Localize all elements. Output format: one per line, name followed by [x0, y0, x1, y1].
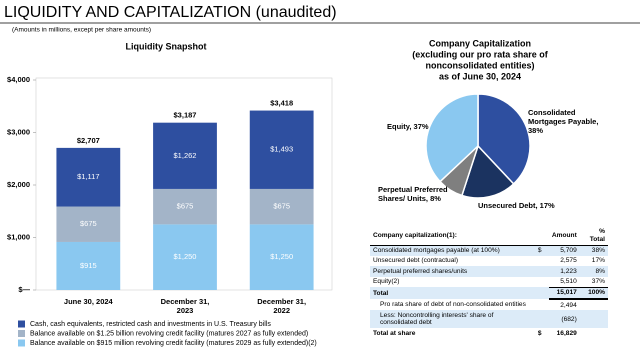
table-cell: 15,017 [548, 286, 580, 301]
table-cell: % Total [579, 227, 608, 246]
page-title: LIQUIDITY AND CAPITALIZATION (unaudited) [4, 4, 337, 21]
bar-segment [56, 241, 121, 290]
table-row: Equity(2) 5,510 37% [370, 277, 608, 288]
legend-label: Balance available on $915 million revolv… [30, 340, 317, 347]
y-tick-label: $1,000 [7, 232, 30, 241]
value-label: $1,117 [77, 172, 99, 181]
bar-segment [56, 147, 121, 207]
table-cell [535, 256, 549, 266]
table-cell: 16,829 [556, 329, 577, 337]
y-tick-label: $2,000 [7, 180, 30, 189]
total-label: $3,418 [270, 99, 293, 108]
bar-segment [249, 110, 314, 189]
table-cell [535, 299, 549, 310]
pie-slice [425, 93, 479, 183]
legend-swatch [18, 320, 25, 328]
value-label: $1,262 [174, 151, 197, 160]
table-cell [534, 227, 549, 246]
table-cell: Company capitalization(1): [370, 227, 535, 246]
table-cell [580, 328, 608, 338]
x-tick-label: December 31, 2022 [257, 297, 307, 315]
table-cell [579, 310, 608, 329]
y-tick-label: $— [18, 285, 30, 294]
table-cell: 8% [579, 266, 608, 277]
table-cell: 38% [579, 245, 608, 257]
table-cell [534, 266, 549, 277]
x-tick-label: December 31, 2023 [160, 297, 210, 315]
pie-title: (excluding our pro rata share of [412, 49, 549, 59]
table-cell: Amount [548, 227, 580, 246]
table-row: Pro rata share of debt of non-consolidat… [370, 299, 608, 310]
pie-title: nonconsolidated entities) [425, 60, 534, 70]
table-cell: Less: Noncontrolling interests' share of… [370, 310, 535, 329]
value-label: $1,493 [270, 145, 293, 154]
legend-label: Cash, cash equivalents, restricted cash … [30, 321, 271, 328]
legend-label: Balance available on $1.25 billion revol… [30, 330, 308, 337]
bar-segment [153, 188, 217, 225]
table-row: Less: Noncontrolling interests' share of… [370, 310, 608, 329]
legend-swatch [18, 330, 25, 337]
table-cell: 37% [591, 278, 605, 286]
table-row: Total at share $16,829 [370, 328, 608, 338]
bar-segment [153, 122, 217, 189]
table-cell [580, 299, 608, 310]
table-cell: Pro rata share of debt of non-consolidat… [380, 301, 526, 309]
table-cell: $ [537, 329, 542, 337]
table-cell [535, 277, 549, 288]
capitalization-table: Company capitalization(1): Amount% Total C… [370, 227, 608, 339]
table-cell: Consolidated mortgages payable (at 100%) [370, 245, 535, 257]
total-label: $2,707 [77, 136, 100, 145]
total-label: $3,187 [174, 111, 197, 120]
slice-label: Equity, 37% [387, 122, 429, 131]
value-label: $675 [177, 202, 194, 211]
x-tick-label: June 30, 2024 [63, 297, 113, 306]
y-tick-label: $3,000 [7, 127, 30, 136]
bar-segment [153, 224, 217, 290]
table-row: Company capitalization(1): Amount% Total [370, 227, 608, 246]
table-cell: $ [534, 245, 549, 257]
table-cell: 5,510 [560, 278, 577, 286]
table-cell: 2,575 [560, 257, 577, 265]
table-cell: Total [370, 287, 535, 300]
pie-slice [477, 93, 531, 185]
value-label: $675 [273, 202, 290, 211]
table-cell: 100% [579, 286, 608, 301]
table-cell: Unsecured debt (contractual) [373, 257, 459, 265]
pie-slice [460, 144, 515, 199]
table-cell: Total at share [373, 329, 416, 337]
table-row: Total 15,017 100% [370, 286, 608, 301]
slice-label: Perpetual Preferred Shares/ Units, 8% [378, 185, 448, 203]
page-subtitle: (Amounts in millions, except per share a… [12, 27, 151, 34]
table-cell: Perpetual preferred shares/units [370, 266, 535, 277]
value-label: $1,250 [270, 252, 293, 261]
y-tick-label: $4,000 [7, 75, 30, 84]
slice-label: Consolidated Mortgages Payable, 38% [528, 108, 599, 135]
table-cell: (682) [548, 310, 580, 329]
table-row: Perpetual preferred shares/units 1,223 8% [370, 266, 608, 277]
bar-segment [56, 206, 121, 242]
legend-swatch [18, 339, 25, 347]
table-row: Unsecured debt (contractual) 2,575 17% [370, 256, 608, 266]
table-cell: 1,223 [548, 266, 580, 277]
table-cell [534, 310, 549, 329]
pie-title: Company Capitalization [429, 38, 531, 48]
table-cell [534, 287, 549, 300]
table-cell: 17% [591, 257, 605, 265]
table-cell: 2,494 [560, 301, 577, 309]
value-label: $915 [80, 261, 97, 270]
table-row: Consolidated mortgages payable (at 100%)… [370, 245, 608, 257]
bar-title: Liquidity Snapshot [126, 41, 207, 51]
value-label: $1,250 [174, 252, 197, 261]
table-cell: Equity(2) [373, 278, 400, 286]
value-label: $675 [80, 219, 97, 228]
bar-segment [249, 224, 314, 290]
table-cell: 5,709 [548, 245, 580, 257]
slice-label: Unsecured Debt, 17% [478, 201, 555, 210]
bar-segment [249, 188, 314, 225]
pie-title: as of June 30, 2024 [439, 71, 521, 81]
